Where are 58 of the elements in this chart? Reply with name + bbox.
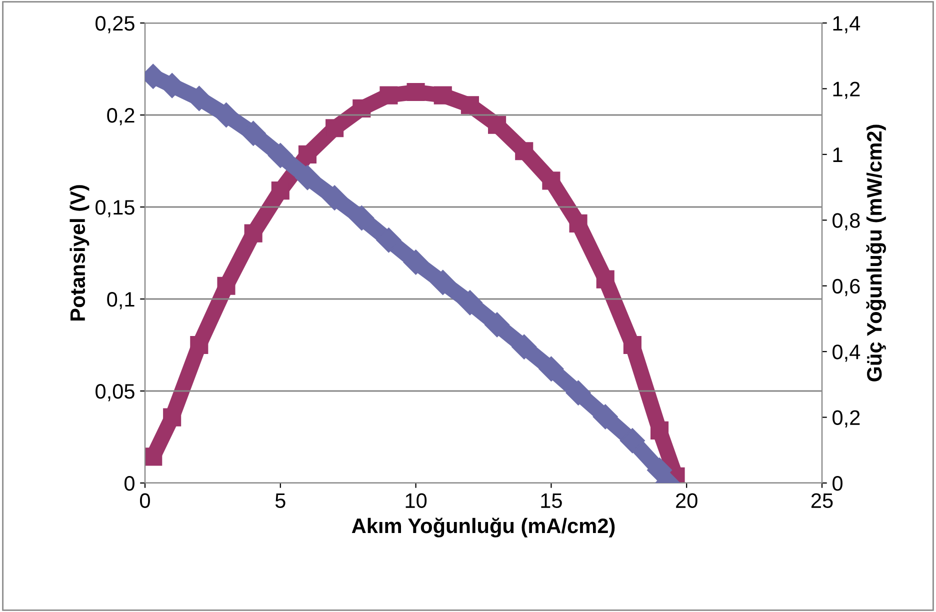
y2-tick-label: 1	[833, 148, 842, 162]
point	[566, 380, 591, 406]
y2-tick-label: 0,2	[832, 410, 860, 428]
x-tick-label: 20	[676, 493, 698, 508]
point	[512, 334, 537, 360]
point	[403, 250, 428, 275]
point	[484, 312, 510, 338]
point	[488, 116, 506, 134]
y2-tick-label: 1,2	[833, 82, 860, 99]
x-tick-label: 25	[811, 493, 833, 508]
point	[542, 172, 560, 190]
y2-tick-label: 0,6	[832, 278, 860, 296]
y2-tick-label: 1,4	[833, 16, 860, 34]
y-tick-label: 0,25	[96, 16, 134, 34]
y2-tick-label: 0,4	[832, 344, 860, 362]
point	[596, 270, 614, 288]
point	[380, 86, 398, 104]
point	[326, 119, 344, 138]
point	[538, 356, 564, 382]
y-axis-title: Potansiyel (V)	[70, 185, 90, 320]
point	[650, 421, 669, 440]
y-tick-label: 0	[124, 476, 134, 491]
y-tick-label: 0,1	[107, 292, 134, 310]
y2-axis-title: Güç Yoğunluğu (mW/cm2)	[866, 124, 886, 382]
x-tick-label: 15	[541, 493, 562, 508]
point	[430, 270, 456, 295]
y-tick-label: 0,2	[107, 108, 134, 126]
point	[376, 228, 402, 253]
point	[457, 290, 482, 316]
point	[434, 86, 452, 104]
point	[349, 206, 374, 231]
point	[460, 96, 479, 114]
point	[244, 224, 262, 242]
point	[271, 182, 290, 200]
y-tick-label: 0,15	[96, 200, 134, 218]
point	[623, 336, 642, 354]
point	[298, 145, 317, 164]
point	[240, 120, 266, 146]
point	[592, 404, 618, 430]
y-tick-label: 0,05	[96, 384, 134, 402]
point	[569, 214, 588, 232]
point	[352, 99, 371, 118]
y2-tick-label: 0	[832, 476, 842, 491]
x-tick-label: 10	[406, 493, 427, 508]
point	[268, 143, 293, 168]
x-tick-label: 5	[275, 493, 286, 508]
point	[406, 82, 425, 102]
point	[620, 428, 645, 454]
point	[322, 185, 348, 210]
point	[145, 448, 162, 466]
x-tick-label: 0	[140, 493, 150, 508]
point	[295, 165, 320, 190]
point	[163, 408, 182, 426]
point	[190, 336, 208, 354]
point	[515, 142, 534, 160]
point	[217, 276, 236, 295]
y2-tick-label: 0,8	[832, 213, 860, 230]
x-axis-title: Akım Yoğunluğu (mA/cm2)	[352, 518, 615, 538]
